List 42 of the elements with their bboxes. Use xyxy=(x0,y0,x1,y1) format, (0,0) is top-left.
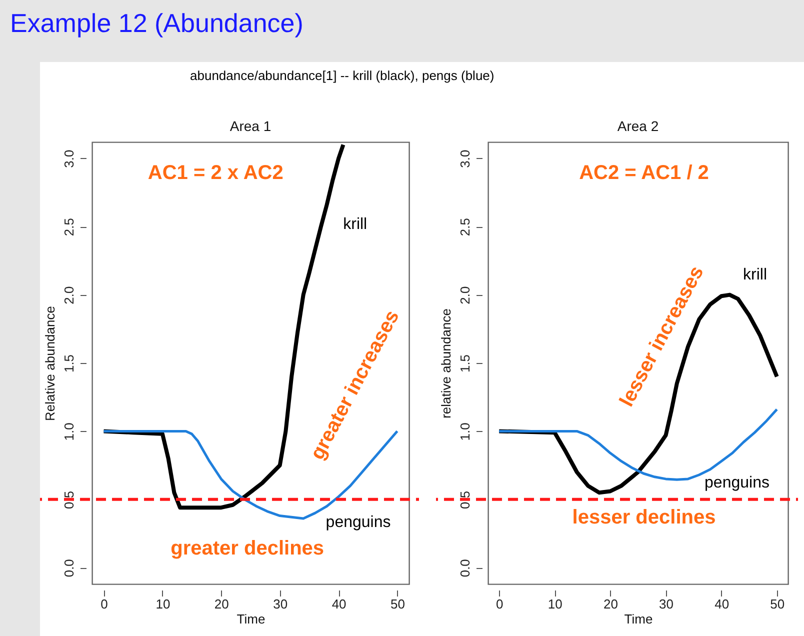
y-tick-label: 1.0 xyxy=(458,422,472,441)
y-tick-label: 1.5 xyxy=(458,354,472,373)
annotation: AC1 = 2 x AC2 xyxy=(148,162,284,184)
y-tick-label: 0.5 xyxy=(458,490,472,509)
y-tick-label: 2.5 xyxy=(458,218,472,236)
series-label: penguins xyxy=(704,474,770,492)
x-axis-title: Time xyxy=(624,612,653,626)
chart-title: Area 1 xyxy=(230,118,272,134)
text: Example 12 (Abundance) xyxy=(10,8,304,39)
annotation: lesser declines xyxy=(572,506,716,529)
y-tick-label: 0.5 xyxy=(62,490,76,509)
annotation: greater declines xyxy=(170,538,324,560)
x-tick-label: 10 xyxy=(156,596,170,612)
y-tick-label: 3.0 xyxy=(458,150,472,168)
chart-title: Area 2 xyxy=(617,118,659,134)
x-tick-label: 20 xyxy=(214,596,229,612)
y-tick-label: 3.0 xyxy=(62,150,76,168)
y-tick-label: 2.0 xyxy=(62,286,76,304)
x-axis-title: Time xyxy=(236,612,266,626)
y-axis-title: relative abundance xyxy=(438,308,454,418)
y-tick-label: 2.5 xyxy=(62,218,76,236)
x-tick-label: 20 xyxy=(603,596,618,612)
y-tick-label: 0.0 xyxy=(458,559,472,578)
x-tick-label: 0 xyxy=(100,596,108,612)
x-tick-label: 40 xyxy=(714,596,730,612)
y-axis-title: Relative abundance xyxy=(42,306,58,421)
annotation: AC2 = AC1 / 2 xyxy=(579,162,709,184)
y-tick-label: 0.0 xyxy=(62,559,76,578)
y-tick-label: 2.0 xyxy=(458,286,472,304)
y-tick-label: 1.0 xyxy=(62,422,76,441)
x-tick-label: 40 xyxy=(332,596,346,612)
series-label: krill xyxy=(743,266,767,284)
x-tick-label: 0 xyxy=(496,596,504,612)
series-label: penguins xyxy=(326,514,391,532)
x-tick-label: 50 xyxy=(770,596,785,612)
text: abundance/abundance[1] -- krill (black), pengs (blue) xyxy=(190,68,494,83)
y-tick-label: 1.5 xyxy=(62,354,76,373)
x-tick-label: 10 xyxy=(548,596,562,612)
x-tick-label: 30 xyxy=(273,596,288,612)
x-tick-label: 30 xyxy=(659,596,674,612)
series-label: krill xyxy=(343,216,368,233)
x-tick-label: 50 xyxy=(390,596,405,612)
